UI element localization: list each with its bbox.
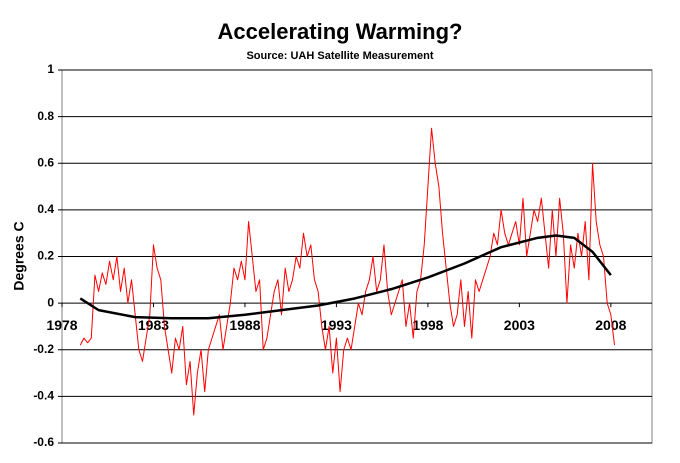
chart-title: Accelerating Warming? <box>218 19 463 44</box>
x-tick-label: 1978 <box>46 317 77 333</box>
y-tick-label: 1 <box>47 62 54 76</box>
y-axis-label: Degrees C <box>11 221 27 290</box>
y-tick-label: 0.2 <box>37 249 54 263</box>
y-tick-label: -0.2 <box>33 342 54 356</box>
chart-subtitle: Source: UAH Satellite Measurement <box>246 50 433 62</box>
x-tick-label: 1983 <box>138 317 169 333</box>
x-tick-label: 2008 <box>595 317 626 333</box>
y-tick-label: -0.6 <box>33 435 54 449</box>
y-tick-label: 0 <box>47 295 54 309</box>
y-tick-label: -0.4 <box>33 389 54 403</box>
data-line <box>79 127 615 416</box>
x-tick-label: 1988 <box>229 317 260 333</box>
x-tick-label: 2003 <box>504 317 535 333</box>
trend-line <box>79 234 612 320</box>
y-tick-label: 0.8 <box>37 109 54 123</box>
y-tick-label: 0.4 <box>37 202 54 216</box>
x-tick-label: 1993 <box>321 317 352 333</box>
y-tick-label: 0.6 <box>37 155 54 169</box>
x-tick-label: 1998 <box>412 317 443 333</box>
